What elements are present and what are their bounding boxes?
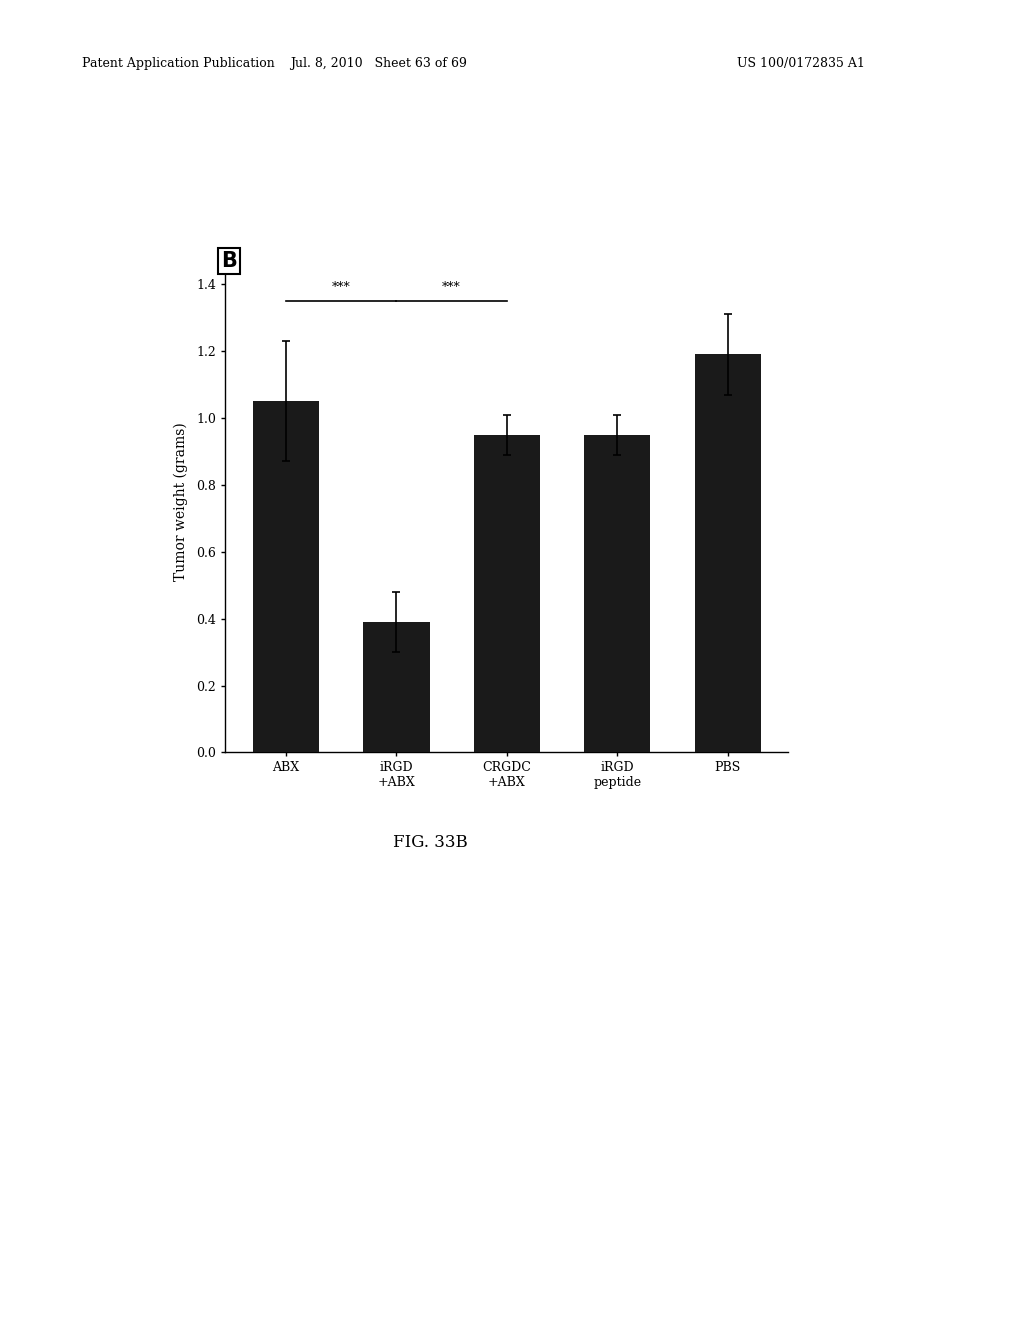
Bar: [694, 355, 761, 752]
Bar: [474, 434, 540, 752]
Text: B: B: [220, 251, 237, 271]
Text: FIG. 33B: FIG. 33B: [393, 834, 467, 851]
Text: US 100/0172835 A1: US 100/0172835 A1: [737, 57, 865, 70]
Bar: [364, 622, 430, 752]
Text: Patent Application Publication: Patent Application Publication: [82, 57, 274, 70]
Bar: [253, 401, 319, 752]
Text: Jul. 8, 2010   Sheet 63 of 69: Jul. 8, 2010 Sheet 63 of 69: [291, 57, 467, 70]
Y-axis label: Tumor weight (grams): Tumor weight (grams): [174, 422, 188, 581]
Bar: [584, 434, 650, 752]
Text: ***: ***: [442, 281, 461, 294]
Text: ***: ***: [332, 281, 350, 294]
